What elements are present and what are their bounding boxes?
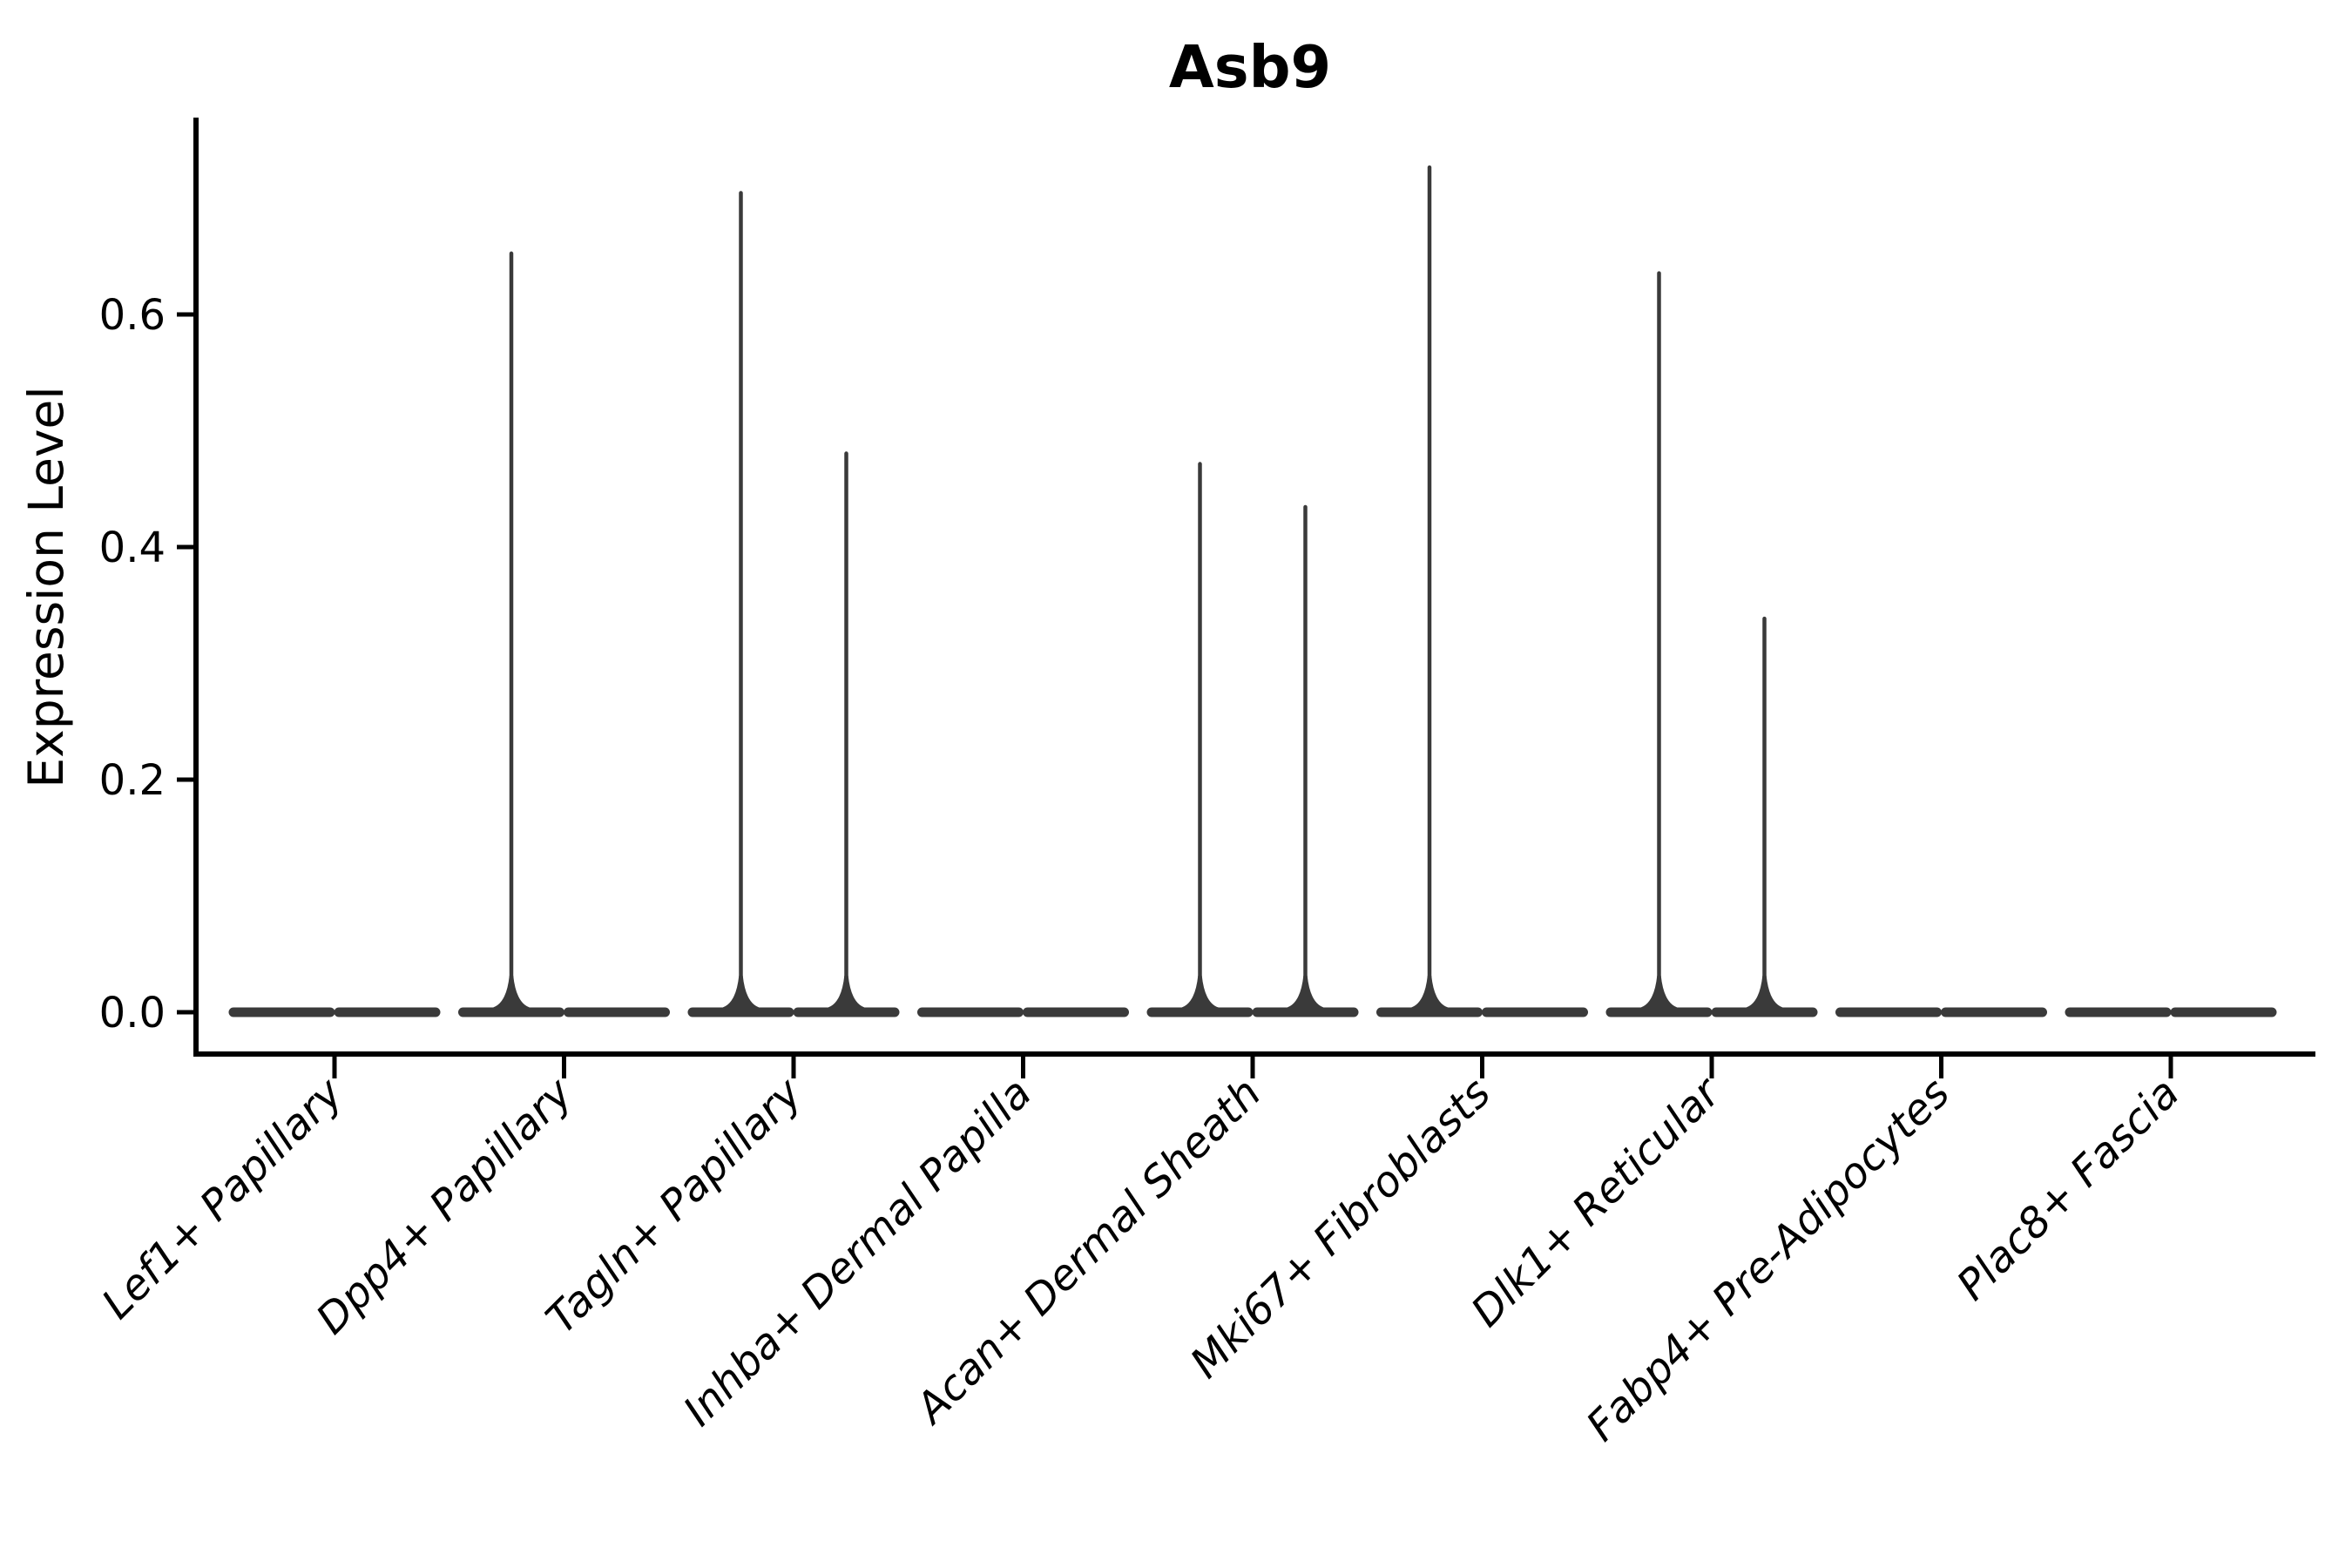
x-tick-label: Tagln+ Papillary (537, 1068, 812, 1343)
x-tick-label: Fabp4+ Pre-Adipocytes (1577, 1069, 1959, 1451)
x-axis-ticks (332, 1054, 2173, 1078)
chart-title: Asb9 (1169, 33, 1331, 101)
y-axis-label: Expression Level (18, 386, 74, 787)
x-tick-label: Dpp4+ Papillary (307, 1068, 582, 1343)
x-tick-label: Plac8+ Fascia (1948, 1069, 2189, 1310)
x-tick-label: Lef1+ Papillary (92, 1068, 353, 1328)
y-tick-label: 0.4 (99, 524, 166, 572)
y-axis-ticks: 0.0 0.2 0.4 0.6 (99, 291, 197, 1037)
y-tick-label: 0.0 (99, 989, 166, 1037)
x-tick-label: Dlk1+ Reticular (1462, 1067, 1732, 1337)
y-tick-label: 0.6 (99, 291, 166, 340)
violins (228, 165, 2277, 1017)
y-tick-label: 0.2 (99, 756, 166, 805)
